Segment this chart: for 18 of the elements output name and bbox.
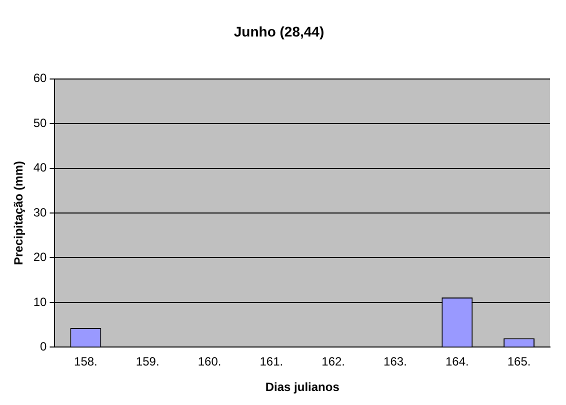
x-tick-label: 160. — [198, 354, 222, 369]
y-tick-label: 50 — [33, 116, 48, 130]
x-axis-title: Dias julianos — [265, 380, 340, 394]
x-tick-label: 162. — [322, 354, 346, 369]
x-tick-label: 164. — [445, 354, 469, 369]
y-axis-title: Precipitação (mm) — [12, 160, 26, 266]
y-tick-label: 60 — [33, 71, 48, 86]
y-tick-label: 10 — [33, 294, 48, 309]
x-tick-label: 159. — [136, 354, 160, 369]
x-tick-label: 158. — [74, 354, 98, 369]
x-tick-label: 165. — [507, 354, 531, 369]
y-tick-label: 0 — [40, 340, 48, 354]
x-tick-label: 163. — [384, 354, 407, 369]
y-tick-label: 20 — [33, 250, 48, 264]
chart-title: Junho (28,44) — [234, 23, 324, 40]
y-tick-label: 40 — [33, 160, 48, 175]
x-tick-label: 161. — [260, 354, 284, 369]
y-tick-label: 30 — [33, 205, 48, 220]
